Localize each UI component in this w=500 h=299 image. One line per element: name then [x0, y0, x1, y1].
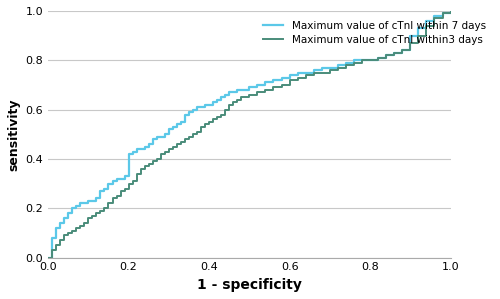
Maximum value of cTnI within 7 days [327, 66, 333, 69]
Maximum value of cTnI within 7 days [222, 93, 228, 97]
Maximum value of cTnI within3 days [302, 73, 308, 77]
Maximum value of cTnI within 7 days [45, 256, 51, 260]
Line: Maximum value of cTnI within3 days: Maximum value of cTnI within3 days [48, 11, 450, 258]
X-axis label: 1 - specificity: 1 - specificity [197, 278, 302, 292]
Legend: Maximum value of cTnI within 7 days, Maximum value of cTnI within3 days: Maximum value of cTnI within 7 days, Max… [262, 21, 486, 45]
Maximum value of cTnI within3 days [327, 68, 333, 72]
Y-axis label: sensitivity: sensitivity [7, 98, 20, 170]
Maximum value of cTnI within3 days [448, 9, 454, 13]
Maximum value of cTnI within3 days [70, 229, 75, 232]
Maximum value of cTnI within 7 days [278, 76, 284, 79]
Maximum value of cTnI within3 days [319, 71, 325, 74]
Line: Maximum value of cTnI within 7 days: Maximum value of cTnI within 7 days [48, 11, 450, 258]
Maximum value of cTnI within3 days [343, 63, 349, 67]
Maximum value of cTnI within 7 days [359, 59, 365, 62]
Maximum value of cTnI within 7 days [198, 105, 204, 109]
Maximum value of cTnI within3 days [383, 54, 389, 57]
Maximum value of cTnI within3 days [45, 256, 51, 260]
Maximum value of cTnI within 7 days [448, 9, 454, 13]
Maximum value of cTnI within 7 days [383, 54, 389, 57]
